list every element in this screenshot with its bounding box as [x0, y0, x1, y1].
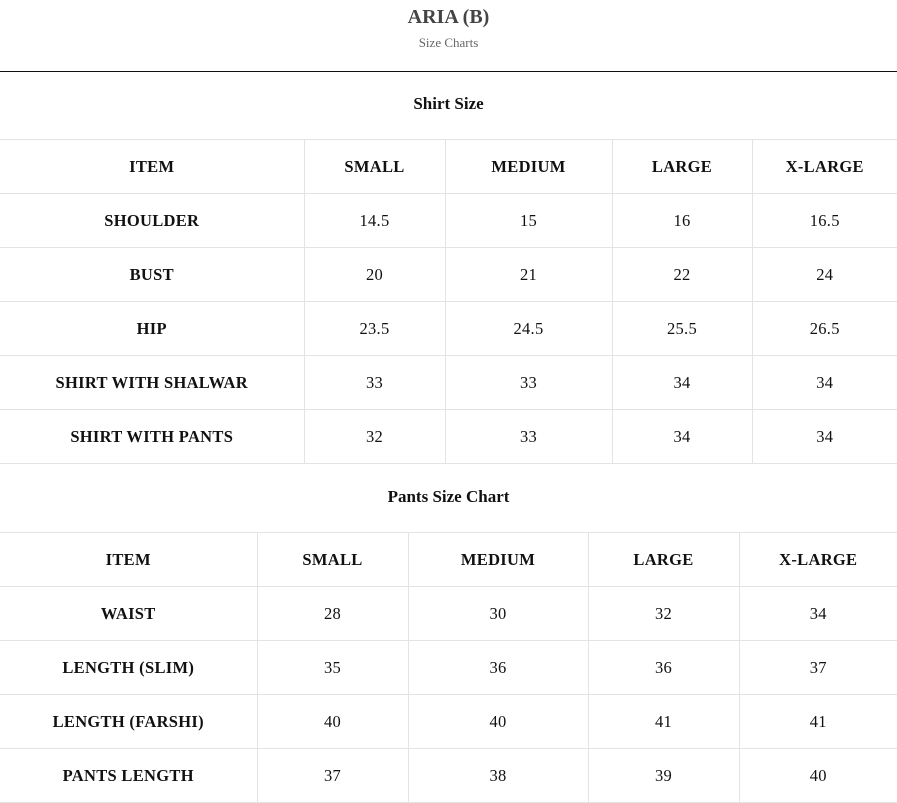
table-cell: 32	[587, 586, 740, 641]
table-cell: 33	[444, 409, 613, 464]
table-cell: 26.5	[751, 301, 897, 356]
table-cell: 41	[587, 694, 740, 749]
pants-size-title: Pants Size Chart	[387, 487, 510, 506]
table-cell: 21	[444, 247, 613, 302]
shirt-size-title: Shirt Size	[413, 94, 484, 113]
row-label: BUST	[0, 247, 305, 302]
table-cell: 34	[738, 586, 897, 641]
row-label: LENGTH (FARSHI)	[0, 694, 258, 749]
table-cell: 23.5	[303, 301, 446, 356]
row-label: WAIST	[0, 586, 258, 641]
row-label: SHIRT WITH PANTS	[0, 409, 305, 464]
table-row: HIP 23.5 24.5 25.5 26.5	[0, 301, 897, 356]
table-cell: 41	[738, 694, 897, 749]
table-cell: 28	[256, 586, 409, 641]
table-cell: 39	[587, 748, 740, 803]
table-cell: 33	[444, 355, 613, 410]
shirt-size-table: ITEM SMALL MEDIUM LARGE X-LARGE SHOULDER 14.5 1…	[0, 139, 897, 464]
product-title: ARIA (B)	[407, 6, 490, 28]
table-cell: 30	[407, 586, 589, 641]
table-row: SHIRT WITH PANTS 32 33 34 34	[0, 409, 897, 464]
table-row: LENGTH (SLIM) 35 36 36 37	[0, 640, 897, 695]
table-cell: 38	[407, 748, 589, 803]
table-cell: 37	[738, 640, 897, 695]
table-cell: 36	[587, 640, 740, 695]
table-cell: 34	[751, 409, 897, 464]
table-row: WAIST 28 30 32 34	[0, 586, 897, 641]
column-header: X-LARGE	[738, 532, 897, 587]
row-label: PANTS LENGTH	[0, 748, 258, 803]
table-cell: 14.5	[303, 193, 446, 248]
column-header: LARGE	[587, 532, 740, 587]
column-header: ITEM	[0, 532, 258, 587]
table-header-row: ITEM SMALL MEDIUM LARGE X-LARGE	[0, 139, 897, 194]
table-cell: 22	[611, 247, 753, 302]
table-row: LENGTH (FARSHI) 40 40 41 41	[0, 694, 897, 749]
table-cell: 37	[256, 748, 409, 803]
column-header: MEDIUM	[407, 532, 589, 587]
row-label: SHOULDER	[0, 193, 305, 248]
column-header: X-LARGE	[751, 139, 897, 194]
column-header: SMALL	[303, 139, 446, 194]
row-label: SHIRT WITH SHALWAR	[0, 355, 305, 410]
table-cell: 16	[611, 193, 753, 248]
column-header: ITEM	[0, 139, 305, 194]
table-cell: 32	[303, 409, 446, 464]
table-row: PANTS LENGTH 37 38 39 40	[0, 748, 897, 803]
table-cell: 40	[407, 694, 589, 749]
table-cell: 24.5	[444, 301, 613, 356]
column-header: LARGE	[611, 139, 753, 194]
table-cell: 36	[407, 640, 589, 695]
table-row: SHIRT WITH SHALWAR 33 33 34 34	[0, 355, 897, 410]
table-cell: 34	[751, 355, 897, 410]
table-cell: 24	[751, 247, 897, 302]
table-cell: 40	[256, 694, 409, 749]
row-label: LENGTH (SLIM)	[0, 640, 258, 695]
page-header: ARIA (B) Size Charts	[0, 0, 897, 72]
table-cell: 33	[303, 355, 446, 410]
table-cell: 25.5	[611, 301, 753, 356]
page-subtitle: Size Charts	[418, 35, 479, 50]
table-cell: 20	[303, 247, 446, 302]
table-cell: 40	[738, 748, 897, 803]
table-header-row: ITEM SMALL MEDIUM LARGE X-LARGE	[0, 532, 897, 587]
pants-size-table: ITEM SMALL MEDIUM LARGE X-LARGE WAIST 28 30 32 34…	[0, 532, 897, 803]
table-row: BUST 20 21 22 24	[0, 247, 897, 302]
column-header: MEDIUM	[444, 139, 613, 194]
column-header: SMALL	[256, 532, 409, 587]
table-cell: 16.5	[751, 193, 897, 248]
table-row: SHOULDER 14.5 15 16 16.5	[0, 193, 897, 248]
row-label: HIP	[0, 301, 305, 356]
table-cell: 34	[611, 355, 753, 410]
table-cell: 35	[256, 640, 409, 695]
table-cell: 34	[611, 409, 753, 464]
table-cell: 15	[444, 193, 613, 248]
